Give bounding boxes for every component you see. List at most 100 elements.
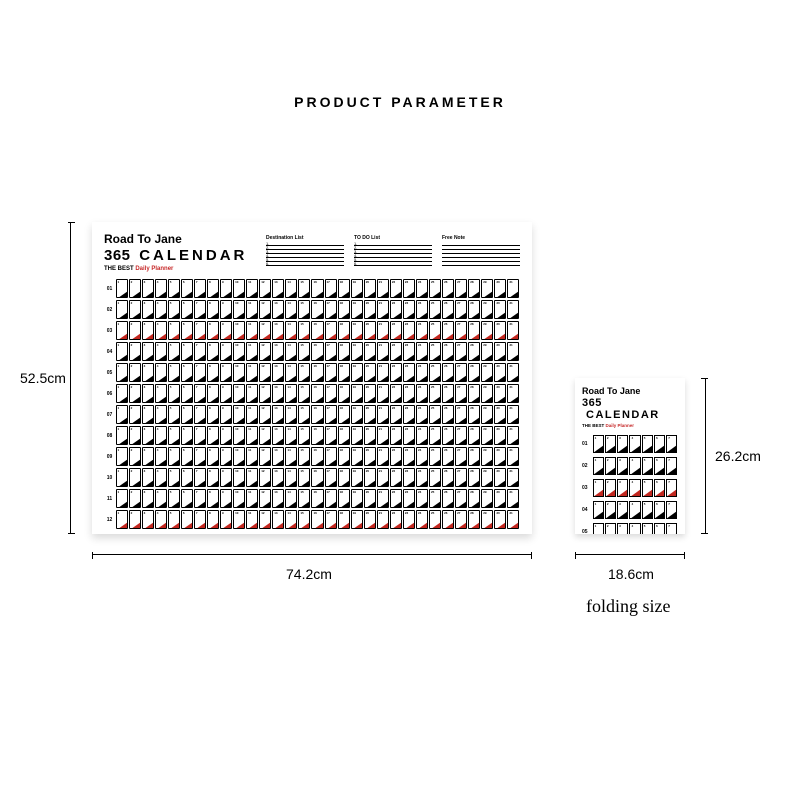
day-cell: 8 <box>207 384 219 403</box>
day-cell-small: 1 <box>593 501 604 519</box>
day-cell: 12 <box>259 426 271 445</box>
day-cell: 13 <box>272 300 284 319</box>
day-cell: 1 <box>116 510 128 529</box>
day-cell: 23 <box>403 405 415 424</box>
day-cell: 24 <box>416 342 428 361</box>
day-cell: 5 <box>168 342 180 361</box>
day-cell: 27 <box>455 510 467 529</box>
day-cell: 11 <box>246 300 258 319</box>
day-cell: 14 <box>285 279 297 298</box>
day-cell: 22 <box>390 384 402 403</box>
day-cell: 18 <box>338 342 350 361</box>
day-cell: 14 <box>285 447 297 466</box>
day-cell-small: 4 <box>629 501 640 519</box>
day-cell: 29 <box>481 342 493 361</box>
day-cell: 3 <box>142 363 154 382</box>
day-cell: 6 <box>181 510 193 529</box>
day-cell: 22 <box>390 405 402 424</box>
day-cell: 16 <box>311 279 323 298</box>
month-label: 04 <box>104 341 115 362</box>
month-label: 08 <box>104 425 115 446</box>
day-cell: 15 <box>298 510 310 529</box>
folding-size-label: folding size <box>586 596 670 617</box>
day-cell: 8 <box>207 342 219 361</box>
subtitle-prefix-small: THE BEST <box>582 423 606 428</box>
day-cell: 21 <box>377 426 389 445</box>
day-cell: 20 <box>364 279 376 298</box>
day-cell: 1 <box>116 279 128 298</box>
day-cell: 22 <box>390 342 402 361</box>
day-cell: 21 <box>377 510 389 529</box>
month-label: 10 <box>104 467 115 488</box>
day-cell: 30 <box>494 447 506 466</box>
day-cell: 10 <box>233 489 245 508</box>
day-cell-small: 4 <box>629 457 640 475</box>
day-cell: 26 <box>442 321 454 340</box>
day-cell: 12 <box>259 468 271 487</box>
day-cell: 22 <box>390 363 402 382</box>
day-cell-small: 6 <box>654 435 665 453</box>
day-cell: 29 <box>481 321 493 340</box>
day-cell: 13 <box>272 321 284 340</box>
day-cell: 2 <box>129 405 141 424</box>
day-cell: 14 <box>285 426 297 445</box>
day-cell: 23 <box>403 426 415 445</box>
day-cell: 3 <box>142 342 154 361</box>
day-cell: 18 <box>338 426 350 445</box>
day-cell: 25 <box>429 279 441 298</box>
day-cell: 15 <box>298 489 310 508</box>
day-cell-small: 7 <box>666 457 677 475</box>
day-cell-small: 7 <box>666 523 677 534</box>
day-cell: 3 <box>142 510 154 529</box>
day-cell: 14 <box>285 384 297 403</box>
day-cell: 14 <box>285 468 297 487</box>
day-cell: 30 <box>494 405 506 424</box>
day-cell: 2 <box>129 384 141 403</box>
day-cell: 19 <box>351 363 363 382</box>
poster-large: Road To Jane 365 CALENDAR THE BEST Daily… <box>92 222 532 534</box>
day-cell: 19 <box>351 279 363 298</box>
day-cell: 19 <box>351 300 363 319</box>
day-cell-small: 5 <box>642 523 653 534</box>
day-cell: 3 <box>142 405 154 424</box>
day-cell: 20 <box>364 489 376 508</box>
day-cell: 20 <box>364 384 376 403</box>
day-cell: 16 <box>311 300 323 319</box>
day-cell: 10 <box>233 300 245 319</box>
day-cell: 14 <box>285 321 297 340</box>
day-cell: 13 <box>272 426 284 445</box>
day-cell: 17 <box>325 510 337 529</box>
day-cell: 6 <box>181 279 193 298</box>
day-cell: 18 <box>338 510 350 529</box>
day-cell: 1 <box>116 447 128 466</box>
day-cell: 31 <box>507 405 519 424</box>
day-cell: 17 <box>325 447 337 466</box>
day-cell: 24 <box>416 447 428 466</box>
day-cell: 16 <box>311 468 323 487</box>
day-cell: 29 <box>481 384 493 403</box>
day-cell-small: 6 <box>654 523 665 534</box>
day-cell: 17 <box>325 426 337 445</box>
day-cell: 13 <box>272 447 284 466</box>
day-cell: 31 <box>507 342 519 361</box>
day-cell: 2 <box>129 279 141 298</box>
day-cell: 13 <box>272 489 284 508</box>
day-cell: 16 <box>311 426 323 445</box>
day-cell: 21 <box>377 279 389 298</box>
day-cell-small: 2 <box>605 435 616 453</box>
month-label: 11 <box>104 488 115 509</box>
todo-list: TO DO List 1.2.3.4.5.6. <box>354 235 432 272</box>
day-cell: 26 <box>442 489 454 508</box>
day-cell: 3 <box>142 321 154 340</box>
day-cell: 1 <box>116 426 128 445</box>
day-cell: 3 <box>142 426 154 445</box>
day-cell: 15 <box>298 426 310 445</box>
day-cell: 8 <box>207 279 219 298</box>
day-cell: 16 <box>311 384 323 403</box>
day-cell: 29 <box>481 510 493 529</box>
day-cell: 12 <box>259 447 271 466</box>
day-cell: 16 <box>311 321 323 340</box>
day-cell: 20 <box>364 405 376 424</box>
day-cell: 24 <box>416 405 428 424</box>
day-cell: 7 <box>194 447 206 466</box>
